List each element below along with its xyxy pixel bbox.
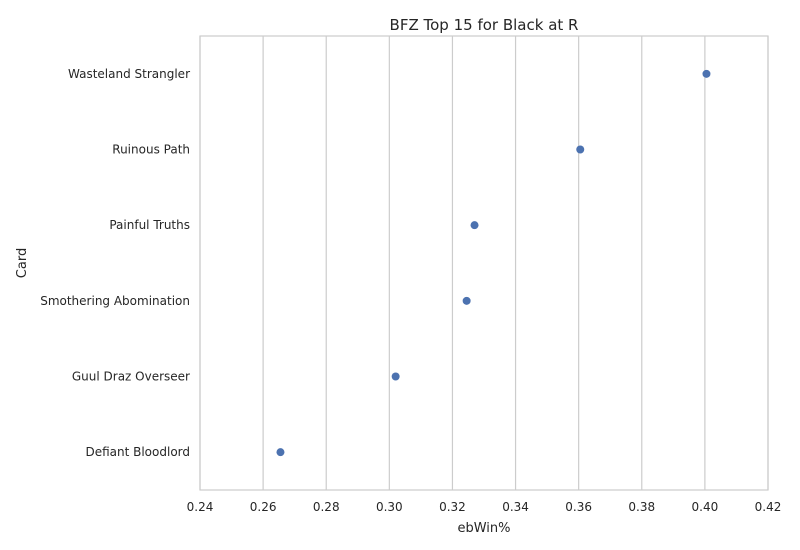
data-point — [576, 145, 585, 154]
data-point — [462, 296, 471, 305]
y-tick-label: Smothering Abomination — [40, 294, 190, 308]
data-point — [702, 69, 711, 78]
gridlines — [199, 36, 769, 490]
y-tick-labels: Wasteland Strangler Ruinous Path Painful T… — [40, 67, 190, 459]
y-tick-label: Defiant Bloodlord — [85, 445, 190, 459]
data-point — [470, 221, 479, 230]
x-tick-label: 0.34 — [502, 500, 529, 514]
data-point — [391, 372, 400, 381]
x-tick-labels: 0.24 0.26 0.28 0.30 0.32 0.34 0.36 0.38 0.40 0.42 — [187, 500, 782, 514]
x-tick-label: 0.30 — [376, 500, 403, 514]
x-tick-label: 0.28 — [313, 500, 340, 514]
x-tick-label: 0.26 — [250, 500, 277, 514]
x-tick-label: 0.42 — [755, 500, 782, 514]
chart-title: BFZ Top 15 for Black at R — [390, 16, 579, 34]
x-tick-label: 0.40 — [692, 500, 719, 514]
y-tick-label: Guul Draz Overseer — [72, 370, 190, 384]
x-tick-label: 0.24 — [187, 500, 214, 514]
x-tick-label: 0.36 — [565, 500, 592, 514]
y-axis-label: Card — [15, 248, 30, 278]
data-points — [276, 69, 711, 457]
x-axis-label: ebWin% — [457, 521, 510, 536]
data-point — [276, 448, 285, 457]
y-tick-label: Wasteland Strangler — [68, 67, 190, 81]
x-tick-label: 0.38 — [628, 500, 655, 514]
plot-frame — [199, 35, 769, 491]
y-tick-label: Painful Truths — [109, 218, 190, 232]
y-tick-label: Ruinous Path — [112, 143, 190, 157]
x-tick-label: 0.32 — [439, 500, 466, 514]
